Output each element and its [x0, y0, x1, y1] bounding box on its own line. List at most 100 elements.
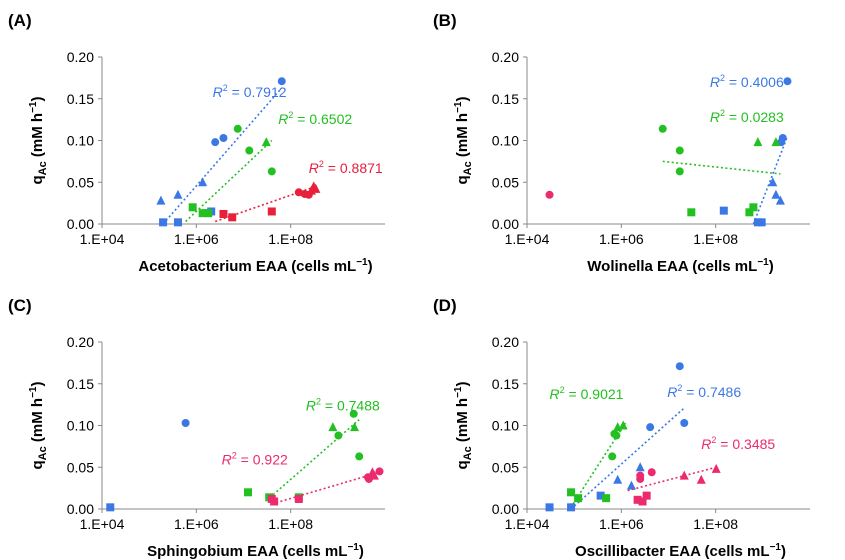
y-tick-label: 0.15	[67, 91, 94, 107]
x-tick-label: 1.E+04	[505, 231, 550, 247]
y-tick-label: 0.10	[492, 418, 519, 434]
x-tick-label: 1.E+06	[174, 516, 219, 532]
x-tick-label: 1.E+04	[80, 231, 125, 247]
data-point-green	[745, 208, 754, 217]
data-point-green	[355, 452, 364, 461]
data-point-blue	[106, 503, 115, 512]
x-axis-label: Oscillibacter EAA (cells mL−1)	[575, 542, 786, 560]
data-point-red	[267, 207, 276, 216]
data-point-blue	[181, 418, 190, 427]
x-tick-label: 1.E+06	[174, 231, 219, 247]
data-point-blue	[173, 189, 183, 199]
data-point-blue	[675, 362, 684, 371]
data-point-blue	[596, 491, 605, 500]
x-tick-label: 1.E+08	[268, 516, 313, 532]
data-point-blue	[775, 195, 785, 205]
data-point-pink	[638, 497, 647, 506]
y-axis-label: qAc (mM h−1)	[28, 97, 49, 185]
r2-label-green: R2 = 0.9021	[550, 385, 624, 402]
data-point-pink	[636, 471, 645, 480]
y-tick-label: 0.00	[67, 501, 94, 517]
data-point-blue	[567, 503, 576, 512]
panel-3: (D) 0.00 0.05 0.10 0.15 0.20 1.E+04 1.E+06 1.E+0…	[433, 296, 810, 560]
y-tick-label: 0.00	[67, 216, 94, 232]
y-tick-label: 0.05	[492, 174, 519, 190]
panel-label: (D)	[433, 296, 457, 315]
data-point-blue	[219, 133, 228, 142]
data-point-green	[749, 203, 758, 212]
data-point-blue	[156, 195, 166, 205]
y-tick-label: 0.00	[492, 216, 519, 232]
data-point-green	[334, 431, 343, 440]
data-point-pink	[375, 467, 384, 476]
data-point-pink	[696, 474, 706, 484]
data-point-pink	[369, 470, 379, 480]
data-point-pink	[711, 463, 721, 473]
data-point-blue	[778, 133, 787, 142]
data-point-blue	[757, 218, 766, 227]
data-point-blue	[277, 77, 286, 86]
panel-label: (A)	[8, 11, 32, 30]
data-point-red	[228, 213, 237, 222]
x-axis-label: Sphingobium EAA (cells mL−1)	[147, 542, 364, 560]
trendline-green	[185, 139, 273, 223]
data-point-blue	[646, 423, 655, 432]
y-tick-label: 0.15	[492, 376, 519, 392]
data-point-pink	[270, 497, 279, 506]
data-point-green	[602, 494, 611, 503]
x-tick-label: 1.E+06	[599, 516, 644, 532]
y-tick-label: 0.15	[492, 91, 519, 107]
data-point-green	[188, 203, 197, 212]
y-tick-label: 0.20	[492, 334, 519, 350]
trendline-blue	[162, 87, 283, 225]
data-point-green	[349, 409, 358, 418]
data-point-green	[198, 209, 207, 218]
y-tick-label: 0.20	[67, 49, 94, 65]
panel-1: (B) 0.00 0.05 0.10 0.15 0.20 1.E+04 1.E+06 1.E+0…	[433, 11, 810, 275]
data-point-blue	[545, 503, 554, 512]
r2-label-red: R2 = 0.8871	[309, 159, 383, 176]
y-tick-label: 0.20	[67, 334, 94, 350]
data-point-blue	[771, 189, 781, 199]
data-point-green	[675, 146, 684, 155]
r2-label-pink: R2 = 0.3485	[701, 435, 775, 452]
data-point-green	[574, 494, 583, 503]
data-point-green	[675, 167, 684, 176]
data-point-red	[219, 209, 228, 218]
data-point-blue	[719, 206, 728, 215]
data-point-green	[687, 208, 696, 217]
y-tick-label: 0.15	[67, 376, 94, 392]
panel-label: (B)	[433, 11, 457, 30]
data-point-green	[233, 124, 242, 133]
data-point-green	[771, 137, 781, 147]
y-axis-label: qAc (mM h−1)	[28, 382, 49, 470]
y-tick-label: 0.20	[492, 49, 519, 65]
data-point-green	[350, 422, 360, 432]
r2-label-blue: R2 = 0.4006	[710, 73, 784, 90]
x-axis-label: Wolinella EAA (cells mL−1)	[587, 257, 773, 275]
r2-label-blue: R2 = 0.7486	[667, 383, 741, 400]
x-tick-label: 1.E+08	[693, 516, 738, 532]
trendline-pink	[627, 466, 717, 492]
data-point-green	[608, 452, 617, 461]
data-point-blue	[198, 177, 208, 187]
data-point-blue	[635, 462, 645, 472]
r2-label-blue: R2 = 0.7912	[213, 83, 287, 100]
panel-label: (C)	[8, 296, 32, 315]
data-point-red	[311, 183, 321, 193]
data-point-pink	[642, 491, 651, 500]
data-point-green	[244, 488, 253, 497]
x-tick-label: 1.E+06	[599, 231, 644, 247]
y-tick-label: 0.05	[492, 459, 519, 475]
data-point-green	[245, 146, 254, 155]
data-point-green	[328, 422, 338, 432]
r2-label-green: R2 = 0.7488	[306, 396, 380, 413]
x-tick-label: 1.E+04	[80, 516, 125, 532]
data-point-green	[618, 420, 628, 430]
panel-0: (A) 0.00 0.05 0.10 0.15 0.20 1.E+04 1.E+06 1.E+0…	[8, 11, 385, 275]
data-point-pink	[679, 470, 689, 480]
data-point-blue	[783, 77, 792, 86]
trendline-blue	[570, 407, 685, 510]
x-tick-label: 1.E+08	[268, 231, 313, 247]
